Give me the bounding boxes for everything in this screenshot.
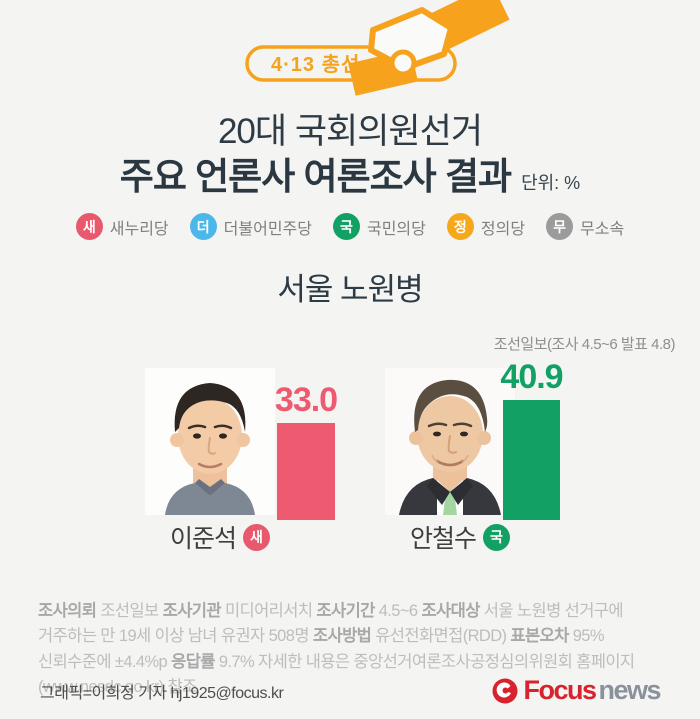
page-title-line2: 주요 언론사 여론조사 결과 단위: % [0, 146, 700, 200]
survey-text: 서울 노원병 선거구에 거주하는 만 19세 이상 남녀 유권자 508명 [38, 601, 624, 646]
legend-item-kukmin: 국 국민의당 [332, 213, 426, 240]
focus-news-logo: Focus news [492, 675, 661, 706]
focus-logo-word2: news [598, 675, 661, 705]
bar-value-label-ahncheolsoo: 40.9 [500, 358, 563, 396]
survey-label: 조사방법 [312, 627, 372, 645]
page-title-line1: 20대 국회의원선거 [217, 112, 483, 151]
legend-label: 더불어민주당 [223, 220, 312, 238]
unit-label: 단위: % [521, 173, 581, 193]
survey-label: 조사대상 [421, 601, 480, 620]
legend-item-independent: 무 무소속 [546, 213, 624, 240]
region-title: 서울 노원병 [277, 272, 423, 307]
credit-line: 그래픽=이희정 기자 hj1925@focus.kr [40, 685, 284, 702]
legend-label: 무소속 [580, 220, 625, 238]
survey-text: 9.7% [218, 652, 255, 671]
survey-text: 조선일보 [100, 601, 159, 620]
party-badge-kukmin: 국 [483, 523, 510, 551]
survey-text: 자세한 내용은 중앙선거여론조사공정심의위원회 홈페이지(www.nesdc.g… [38, 652, 635, 697]
survey-label: 조사의뢰 [38, 601, 97, 620]
party-badge-saenuri: 새 [243, 523, 270, 551]
survey-label: 응답률 [171, 652, 215, 671]
survey-text: 유선전화면접(RDD) [375, 627, 507, 645]
party-badge-kukmin: 국 [332, 213, 360, 240]
candidate-name: 이준석 [169, 525, 237, 553]
election-badge: 4·13 총선 [245, 0, 510, 96]
party-badge-independent: 무 [546, 213, 574, 240]
candidate-name: 안철수 [409, 525, 477, 553]
survey-text: 미디어리서치 [224, 601, 313, 620]
survey-label: 표본오차 [510, 627, 569, 645]
legend-label: 정의당 [480, 220, 526, 238]
focus-logo-icon [492, 678, 518, 703]
bar-ahncheolsoo [503, 400, 560, 520]
legend-item-minjoo: 더 더불어민주당 [189, 213, 312, 240]
party-badge-justice: 정 [446, 213, 474, 240]
party-badge-saenuri: 새 [75, 213, 103, 240]
candidate-photo-ahncheolsoo [385, 368, 515, 515]
hand-icon [368, 7, 454, 77]
bar-leejunseok [277, 423, 335, 520]
survey-text: 95% 신뢰수준에 ±4.4%p [38, 627, 605, 671]
survey-label: 조사기간 [316, 601, 375, 620]
legend-item-justice: 정 정의당 [446, 213, 526, 240]
candidate-name-row-ahncheolsoo: 안철수 국 [380, 521, 540, 553]
survey-details: 조사의뢰 조선일보 조사기관 미디어리서치 조사기간 4.5~6 조사대상 서울… [38, 599, 668, 701]
candidate-photo-leejunseok [145, 368, 275, 515]
survey-label: 조사기관 [162, 601, 222, 620]
legend-label: 새누리당 [109, 220, 169, 238]
legend-label: 국민의당 [366, 220, 426, 238]
badge-label: 4·13 총선 [271, 53, 360, 76]
bar-value-label-leejunseok: 33.0 [274, 381, 338, 419]
focus-logo-word1: Focus [523, 675, 597, 705]
page-title-main: 주요 언론사 여론조사 결과 [119, 156, 512, 197]
party-badge-minjoo: 더 [189, 213, 217, 240]
chart-source-note: 조선일보(조사 4.5~6 발표 4.8) [493, 336, 676, 353]
party-legend: 새 새누리당 더 더불어민주당 국 국민의당 정 정의당 무 무소속 [0, 213, 700, 240]
survey-text: 4.5~6 [378, 601, 418, 620]
legend-item-saenuri: 새 새누리당 [75, 213, 169, 240]
candidate-name-row-leejunseok: 이준석 새 [140, 521, 300, 553]
